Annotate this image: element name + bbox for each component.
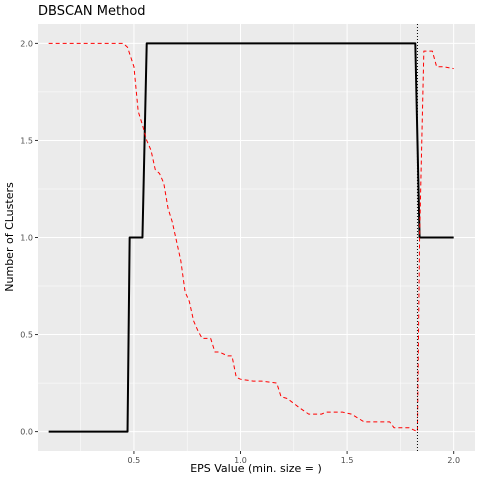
x-tick-label: 1.0 <box>234 456 247 465</box>
x-tick-label: 0.5 <box>128 456 141 465</box>
y-tick-label: 2.0 <box>20 39 33 48</box>
x-axis-title: EPS Value (min. size = ) <box>190 462 322 475</box>
y-tick-label: 0.0 <box>20 428 33 437</box>
x-tick-labels: 0.5 1.0 1.5 2.0 <box>128 451 460 465</box>
series-lines <box>48 42 454 433</box>
y-tick-label: 1.5 <box>20 136 33 145</box>
x-tick-label: 2.0 <box>447 456 460 465</box>
chart-title: DBSCAN Method <box>38 4 146 19</box>
x-tick-label: 1.5 <box>341 456 354 465</box>
grid-lines <box>38 24 475 451</box>
y-axis-title: Number of CLusters <box>3 182 16 292</box>
y-tick-labels: 0.0 0.5 1.0 1.5 2.0 <box>20 39 38 437</box>
y-tick-label: 1.0 <box>20 234 33 243</box>
cluster-count-line <box>48 42 454 433</box>
y-tick-label: 0.5 <box>20 331 33 340</box>
